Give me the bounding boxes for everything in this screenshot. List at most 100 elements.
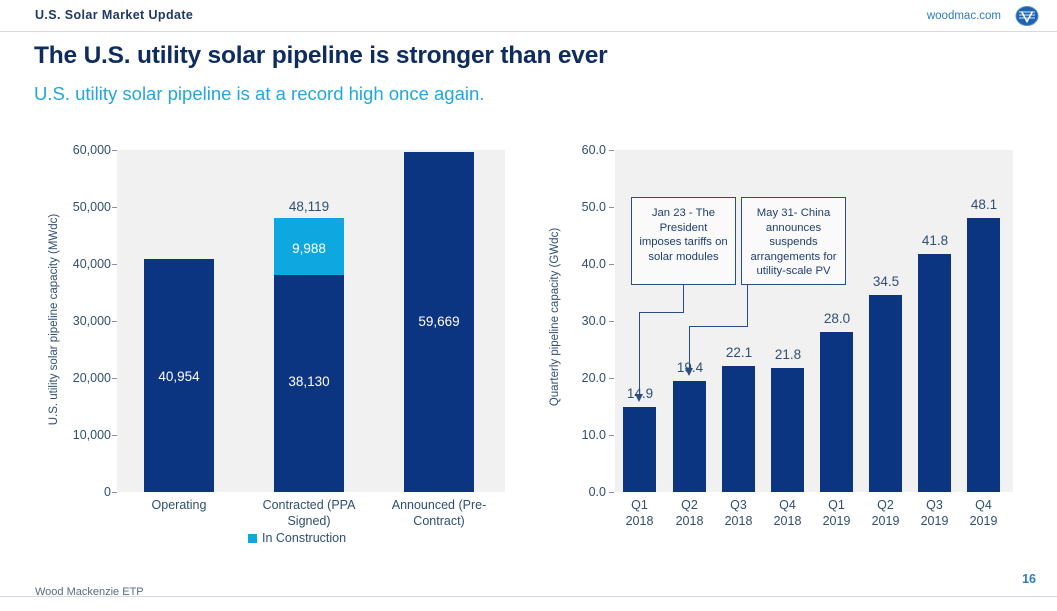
- right-ytick-0: 0.0: [588, 485, 606, 499]
- bar-q4-2018-value: 21.8: [774, 347, 802, 362]
- right-xtick-q2-2018: Q2 2018: [665, 497, 714, 529]
- left-tick-60000: [112, 150, 117, 151]
- bar-q2-2019[interactable]: [869, 295, 902, 492]
- bar-q3-2019-value: 41.8: [921, 233, 949, 248]
- right-xtick-q2-2019-line1: Q2: [877, 498, 894, 512]
- right-xtick-q1-2018: Q1 2018: [615, 497, 664, 529]
- right-tick-40: [609, 264, 614, 265]
- right-xtick-q1-2019: Q1 2019: [812, 497, 861, 529]
- right-xtick-q2-2018-line1: Q2: [681, 498, 698, 512]
- right-xtick-q2-2019: Q2 2019: [861, 497, 910, 529]
- right-xtick-q3-2019-line1: Q3: [926, 498, 943, 512]
- page-number: 16: [1022, 572, 1036, 586]
- left-ytick-40000: 40,000: [72, 257, 111, 271]
- right-xtick-q2-2019-line2: 2019: [871, 514, 900, 528]
- left-ytick-50000: 50,000: [72, 200, 111, 214]
- right-tick-0: [609, 492, 614, 493]
- annotation-tariffs: Jan 23 - The President imposes tariffs o…: [631, 197, 736, 285]
- right-ytick-30: 30.0: [581, 314, 606, 328]
- right-xtick-q4-2018: Q4 2018: [763, 497, 812, 529]
- left-tick-0: [112, 492, 117, 493]
- right-xtick-q4-2019: Q4 2019: [959, 497, 1008, 529]
- slide-header: U.S. Solar Market Update woodmac.com: [0, 0, 1057, 31]
- annotation-tariffs-connector-seg3: [639, 312, 641, 396]
- right-xtick-q2-2018-line2: 2018: [675, 514, 704, 528]
- woodmac-website-link[interactable]: woodmac.com: [926, 10, 1001, 22]
- woodmac-logo-icon: [1013, 6, 1041, 26]
- left-ytick-0: 0: [104, 485, 111, 499]
- bar-announced[interactable]: [404, 152, 474, 492]
- bar-q1-2019[interactable]: [820, 332, 853, 492]
- annotation-tariffs-arrow-icon: [635, 394, 643, 402]
- left-xtick-operating: Operating: [151, 498, 207, 512]
- footer-source-label: Wood Mackenzie ETP: [35, 586, 144, 598]
- left-xtick-contracted: Contracted (PPA Signed): [262, 498, 356, 528]
- right-xtick-q1-2019-line2: 2019: [822, 514, 851, 528]
- right-tick-60: [609, 150, 614, 151]
- bar-contracted-in-construction-value: 9,988: [292, 241, 326, 256]
- page-title: The U.S. utility solar pipeline is stron…: [34, 42, 608, 69]
- right-ytick-40: 40.0: [581, 257, 606, 271]
- right-xtick-q3-2018: Q3 2018: [714, 497, 763, 529]
- right-ytick-10: 10.0: [581, 428, 606, 442]
- bar-contracted-base[interactable]: [274, 275, 344, 492]
- right-tick-30: [609, 321, 614, 322]
- left-tick-30000: [112, 321, 117, 322]
- footer-divider: [0, 596, 1057, 597]
- annotation-tariffs-connector-seg2: [639, 312, 684, 314]
- annotation-china-connector-seg3: [689, 326, 691, 370]
- left-tick-20000: [112, 378, 117, 379]
- right-xtick-q4-2019-line2: 2019: [969, 514, 998, 528]
- left-ytick-10000: 10,000: [72, 428, 111, 442]
- right-xtick-q3-2019: Q3 2019: [910, 497, 959, 529]
- bar-q4-2018[interactable]: [771, 368, 804, 492]
- bar-q2-2019-value: 34.5: [872, 274, 900, 289]
- left-xtick-announced: Announced (Pre-Contract): [391, 498, 487, 528]
- bar-q3-2018-value: 22.1: [725, 345, 753, 360]
- right-xtick-q3-2018-line2: 2018: [724, 514, 753, 528]
- right-xtick-q4-2018-line2: 2018: [773, 514, 802, 528]
- chart-pipeline-by-stage: U.S. utility solar pipeline capacity (MW…: [0, 0, 530, 560]
- header-eyebrow: U.S. Solar Market Update: [35, 8, 194, 22]
- right-ytick-60: 60.0: [581, 143, 606, 157]
- left-tick-40000: [112, 264, 117, 265]
- right-ytick-50: 50.0: [581, 200, 606, 214]
- annotation-china: May 31- China announces suspends arrange…: [741, 197, 846, 285]
- right-xtick-q3-2019-line2: 2019: [920, 514, 949, 528]
- bar-q4-2019-value: 48.1: [970, 197, 998, 212]
- bar-contracted-base-value: 38,130: [288, 374, 330, 389]
- bar-contracted-in-construction[interactable]: [274, 218, 344, 275]
- bar-q1-2018[interactable]: [623, 407, 656, 492]
- right-xtick-q4-2019-line1: Q4: [975, 498, 992, 512]
- left-ytick-60000: 60,000: [72, 143, 111, 157]
- right-xtick-q1-2018-line2: 2018: [625, 514, 654, 528]
- left-ytick-20000: 20,000: [72, 371, 111, 385]
- bar-q3-2018[interactable]: [722, 366, 755, 492]
- annotation-china-arrow-icon: [685, 368, 693, 376]
- right-xtick-q4-2018-line1: Q4: [779, 498, 796, 512]
- annotation-tariffs-connector-seg1: [683, 285, 685, 313]
- bar-q3-2019[interactable]: [918, 254, 951, 492]
- legend-label-in-construction: In Construction: [262, 531, 347, 545]
- right-tick-50: [609, 207, 614, 208]
- left-tick-10000: [112, 435, 117, 436]
- left-tick-50000: [112, 207, 117, 208]
- right-xtick-q3-2018-line1: Q3: [730, 498, 747, 512]
- chart-quarterly-pipeline: Quarterly pipeline capacity (GWdc) 60.0 …: [530, 0, 1057, 560]
- bar-q1-2019-value: 28.0: [823, 311, 851, 326]
- bar-q2-2018[interactable]: [673, 381, 706, 492]
- bar-announced-value: 59,669: [418, 314, 460, 329]
- header-divider: [0, 31, 1057, 32]
- bar-operating-value: 40,954: [158, 369, 200, 384]
- annotation-china-connector-seg2: [689, 326, 748, 328]
- legend-swatch-in-construction: [248, 533, 257, 543]
- right-tick-20: [609, 378, 614, 379]
- right-tick-10: [609, 435, 614, 436]
- bar-operating[interactable]: [144, 259, 214, 492]
- bar-q4-2019[interactable]: [967, 218, 1000, 492]
- right-xtick-q1-2019-line1: Q1: [828, 498, 845, 512]
- left-ytick-30000: 30,000: [72, 314, 111, 328]
- annotation-china-connector-seg1: [747, 285, 749, 327]
- right-xtick-q1-2018-line1: Q1: [631, 498, 648, 512]
